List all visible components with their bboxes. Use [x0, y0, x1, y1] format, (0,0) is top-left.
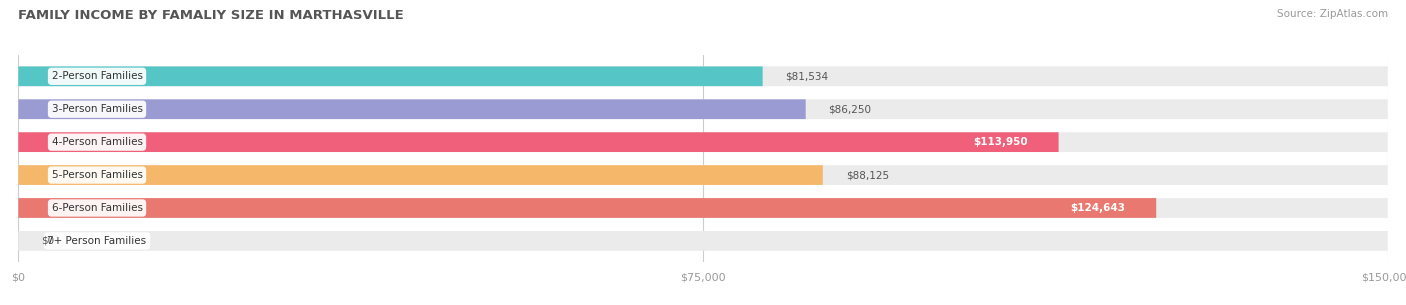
FancyBboxPatch shape: [18, 66, 762, 86]
FancyBboxPatch shape: [18, 99, 1388, 119]
Text: 3-Person Families: 3-Person Families: [52, 104, 142, 114]
Text: 6-Person Families: 6-Person Families: [52, 203, 142, 213]
Text: 2-Person Families: 2-Person Families: [52, 71, 142, 81]
Text: FAMILY INCOME BY FAMALIY SIZE IN MARTHASVILLE: FAMILY INCOME BY FAMALIY SIZE IN MARTHAS…: [18, 9, 404, 22]
FancyBboxPatch shape: [18, 198, 1156, 218]
FancyBboxPatch shape: [18, 132, 1388, 152]
Text: $0: $0: [41, 236, 55, 246]
FancyBboxPatch shape: [18, 99, 806, 119]
Text: $113,950: $113,950: [973, 137, 1028, 147]
Text: $86,250: $86,250: [828, 104, 872, 114]
FancyBboxPatch shape: [18, 66, 1388, 86]
Text: 5-Person Families: 5-Person Families: [52, 170, 142, 180]
FancyBboxPatch shape: [18, 198, 1388, 218]
Text: Source: ZipAtlas.com: Source: ZipAtlas.com: [1277, 9, 1388, 19]
FancyBboxPatch shape: [950, 135, 1049, 149]
FancyBboxPatch shape: [18, 165, 823, 185]
FancyBboxPatch shape: [1049, 201, 1147, 215]
Text: 7+ Person Families: 7+ Person Families: [48, 236, 146, 246]
Text: 4-Person Families: 4-Person Families: [52, 137, 142, 147]
FancyBboxPatch shape: [18, 165, 1388, 185]
Text: $88,125: $88,125: [845, 170, 889, 180]
Text: $81,534: $81,534: [786, 71, 828, 81]
FancyBboxPatch shape: [18, 132, 1059, 152]
Text: $124,643: $124,643: [1070, 203, 1125, 213]
FancyBboxPatch shape: [18, 231, 1388, 251]
